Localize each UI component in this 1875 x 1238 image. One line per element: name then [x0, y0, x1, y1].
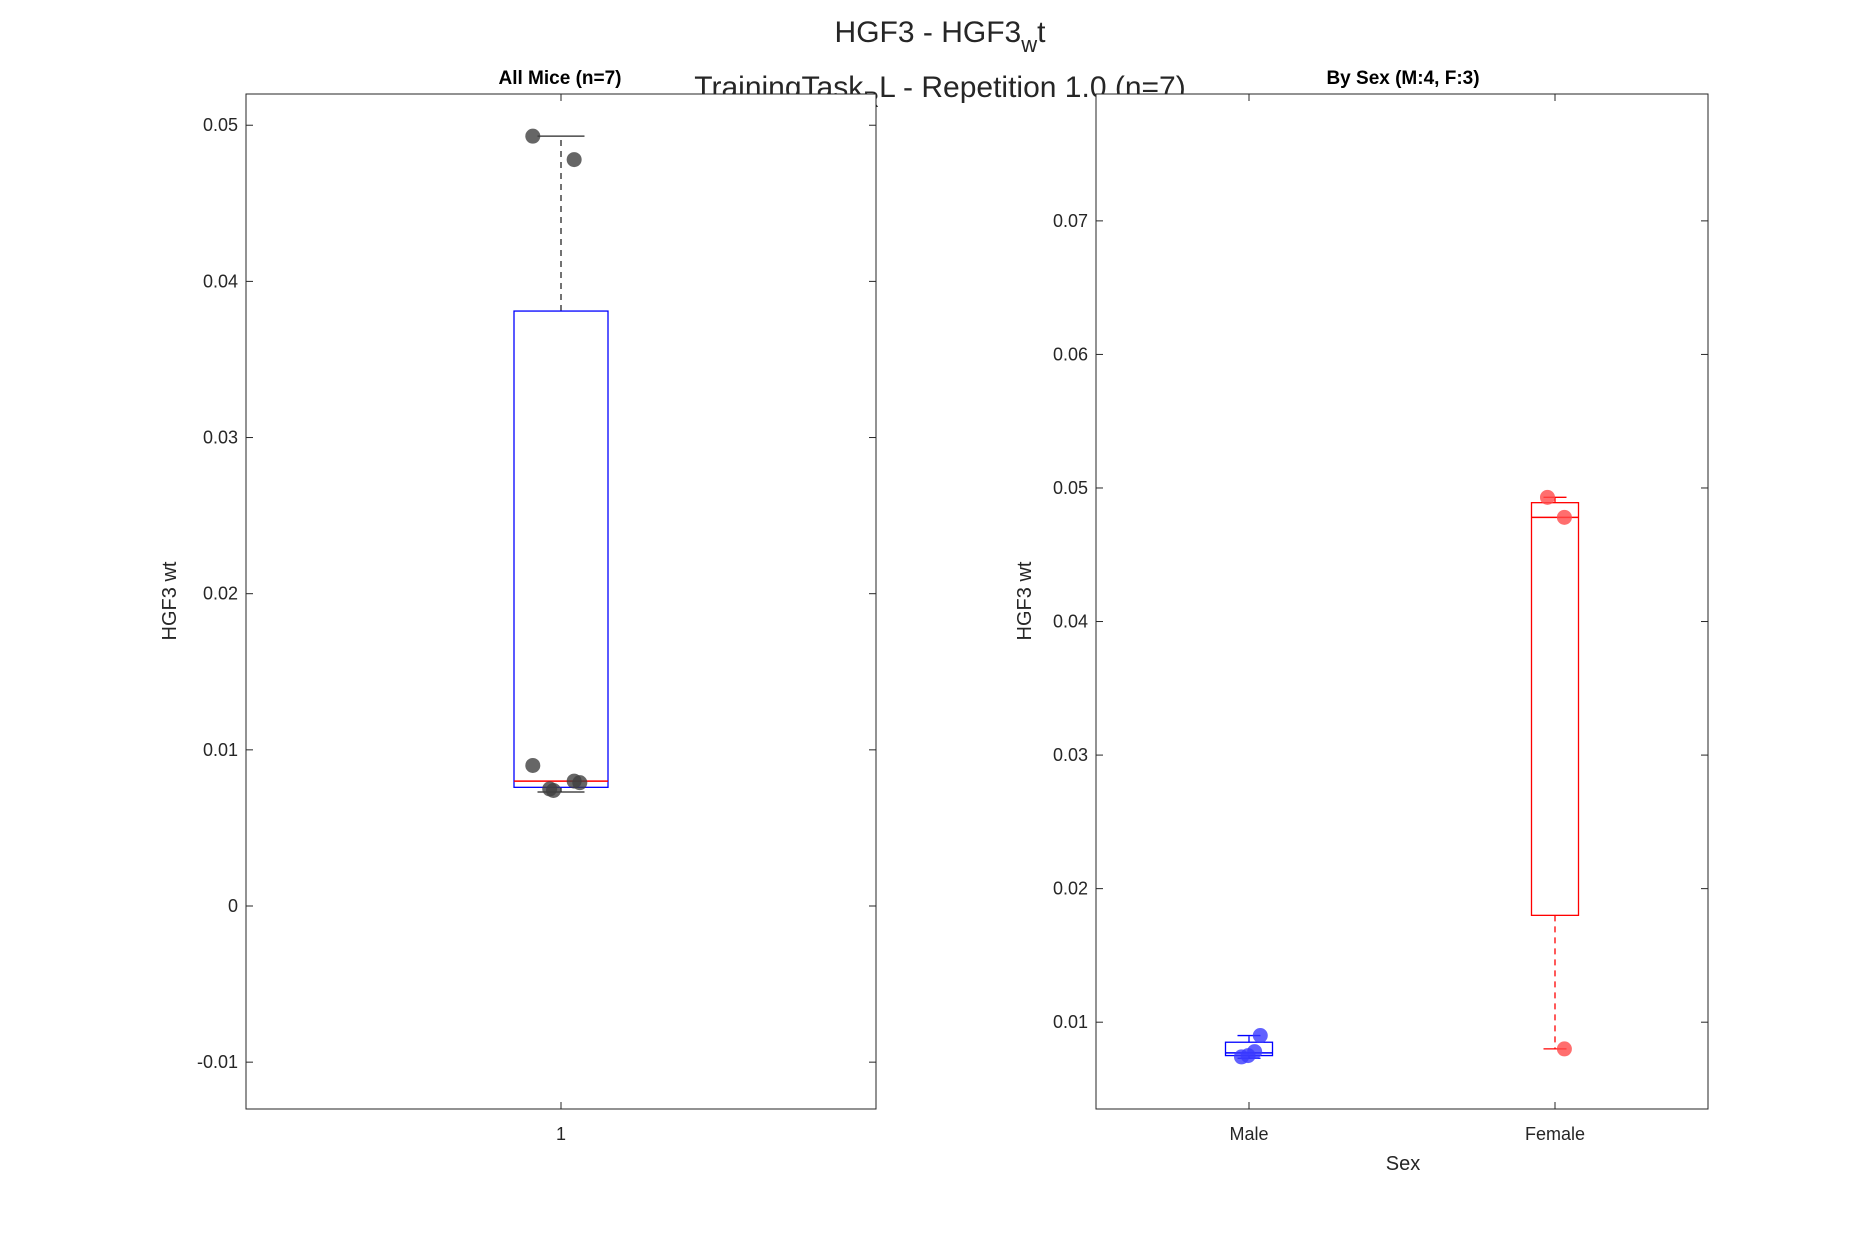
- data-point: [1556, 509, 1572, 525]
- all-mice-y-tick-label: 0.05: [203, 115, 238, 135]
- all-mice-x-ticks: 1: [556, 94, 566, 1144]
- by-sex-y-axis-label: HGF3 wt: [1014, 561, 1036, 640]
- by-sex-y-tick-label: 0.01: [1053, 1012, 1088, 1032]
- all-mice-y-tick-label: -0.01: [197, 1052, 238, 1072]
- by-sex-points: [1233, 489, 1572, 1065]
- by-sex-y-tick-label: 0.02: [1053, 879, 1088, 899]
- by-sex-y-ticks: 0.01 0.02 0.03 0.04 0.05 0.06 0.07: [1053, 211, 1708, 1032]
- figure-title-line1: HGF3 - HGF3wt: [835, 16, 1047, 57]
- data-point: [1233, 1049, 1249, 1065]
- all-mice-y-axis-label: HGF3 wt: [159, 561, 181, 640]
- all-mice-y-tick-label: 0: [228, 896, 238, 916]
- by-sex-x-tick-label: Male: [1229, 1124, 1268, 1144]
- all-mice-y-tick-label: 0.04: [203, 271, 238, 291]
- all-mice-boxes: [513, 135, 609, 793]
- by-sex-y-tick-label: 0.04: [1053, 612, 1088, 632]
- data-point: [1539, 489, 1555, 505]
- data-point: [545, 782, 561, 798]
- all-mice-points: [525, 128, 588, 798]
- all-mice-axes: All Mice (n=7) HGF3 wt -0.01 0 0.01 0.02 0.0…: [159, 68, 877, 1144]
- all-mice-y-tick-label: 0.01: [203, 740, 238, 760]
- data-point: [1556, 1041, 1572, 1057]
- data-point: [566, 152, 582, 168]
- by-sex-x-ticks: Male Female: [1229, 94, 1585, 1144]
- by-sex-title: By Sex (M:4, F:3): [1326, 68, 1479, 89]
- all-mice-y-tick-label: 0.02: [203, 584, 238, 604]
- by-sex-y-tick-label: 0.05: [1053, 478, 1088, 498]
- all-mice-x-tick-label: 1: [556, 1124, 566, 1144]
- by-sex-x-axis-label: Sex: [1386, 1153, 1420, 1175]
- all-mice-title: All Mice (n=7): [499, 68, 622, 89]
- data-point: [572, 775, 588, 791]
- by-sex-x-tick-label: Female: [1525, 1124, 1585, 1144]
- box-female: [1530, 502, 1580, 916]
- by-sex-y-tick-label: 0.03: [1053, 745, 1088, 765]
- by-sex-axes: By Sex (M:4, F:3) HGF3 wt Sex 0.010.020.…: [1014, 68, 1709, 1175]
- by-sex-plot-area: [1095, 93, 1709, 1110]
- data-point: [1252, 1028, 1268, 1044]
- by-sex-y-tick-label: 0.07: [1053, 211, 1088, 231]
- data-point: [525, 757, 541, 773]
- by-sex-y-tick-label: 0.06: [1053, 344, 1088, 364]
- all-mice-y-tick-label: 0.03: [203, 428, 238, 448]
- all-mice-plot-area: [245, 93, 877, 1110]
- box-1: [513, 310, 609, 788]
- data-point: [525, 128, 541, 144]
- all-mice-y-ticks: -0.01 0 0.01 0.02 0.03 0.04 0.05: [197, 115, 876, 1072]
